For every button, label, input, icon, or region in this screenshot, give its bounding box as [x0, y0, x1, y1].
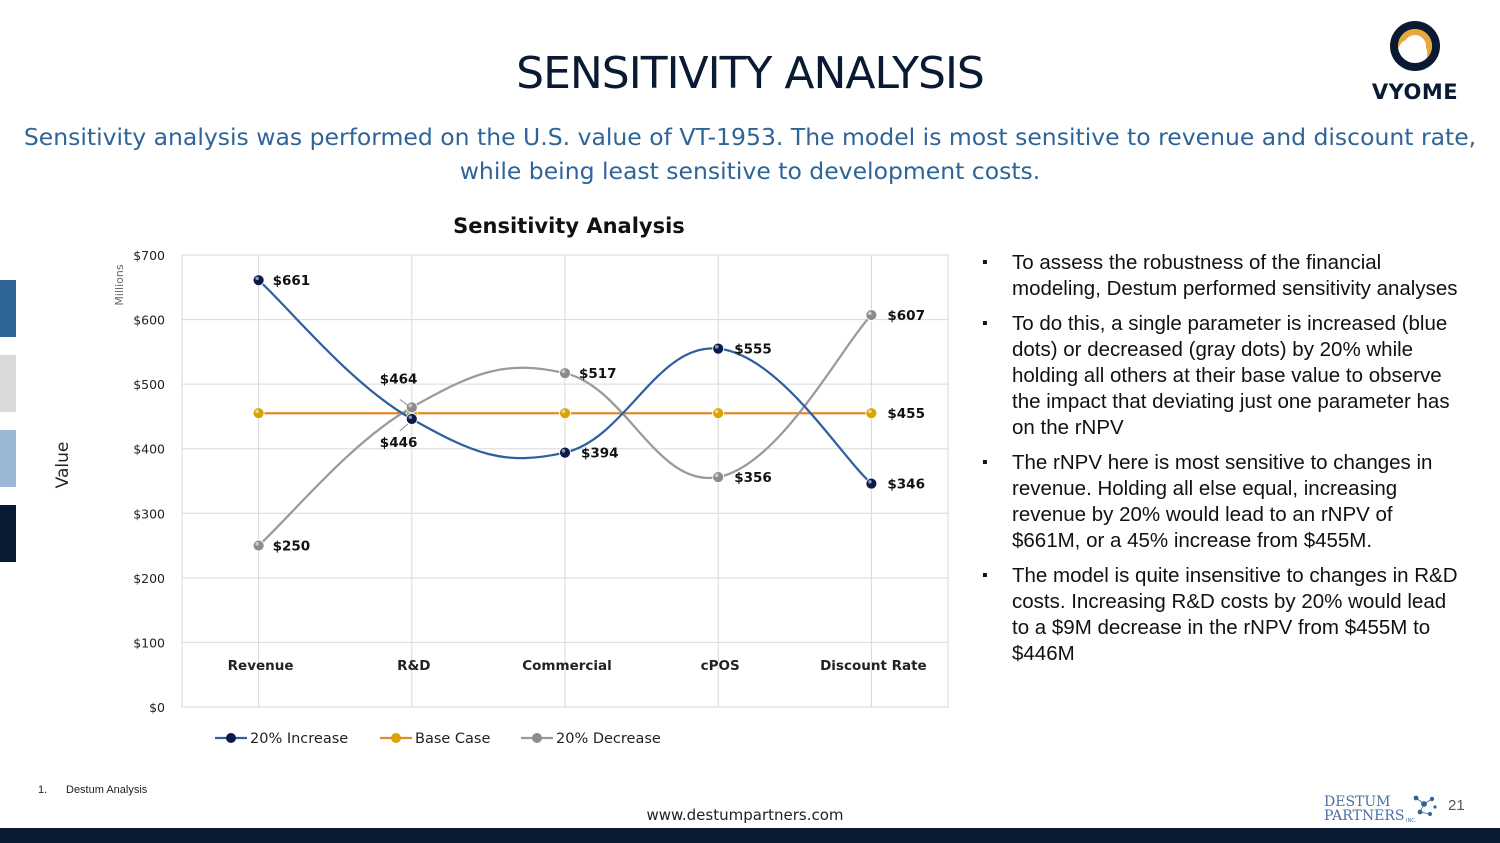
data-label: $517: [579, 366, 617, 382]
legend-label: 20% Decrease: [556, 731, 661, 747]
data-label: $464: [380, 371, 418, 387]
data-label: $661: [273, 273, 311, 289]
data-point: [559, 446, 571, 459]
data-point: [865, 309, 878, 321]
x-tick-label: R&D: [397, 658, 430, 674]
data-point-highlight: [255, 541, 259, 546]
data-point: [559, 367, 571, 380]
bullet-item: To assess the robustness of the financia…: [982, 250, 1462, 302]
sensitivity-chart: Sensitivity Analysis Millions Value $0 $1…: [53, 214, 949, 747]
data-point: [252, 539, 265, 552]
data-label: $446: [380, 435, 418, 451]
side-bar-2: [0, 355, 16, 412]
data-point-highlight: [408, 415, 413, 420]
series-line-0: [257, 279, 873, 485]
y-axis-label: Value: [53, 442, 73, 489]
partner-logo-line2: PARTNERS: [1324, 808, 1404, 824]
data-point: [712, 342, 725, 355]
data-point: [865, 407, 878, 420]
data-point: [865, 477, 878, 490]
data-point: [405, 413, 418, 425]
y-tick-label: $400: [133, 442, 165, 457]
y-tick-label: $600: [133, 313, 165, 328]
data-point-highlight: [408, 403, 413, 408]
data-point-highlight: [868, 409, 872, 414]
page-number: 21: [1448, 797, 1465, 814]
footnote-number: 1.: [38, 784, 48, 796]
x-tick-label: Revenue: [228, 658, 294, 674]
data-label: $555: [734, 342, 772, 358]
x-tick-label: Commercial: [522, 658, 612, 674]
data-point-highlight: [561, 448, 566, 453]
chart-title: Sensitivity Analysis: [453, 214, 685, 238]
y-tick-label: $500: [133, 377, 165, 392]
website-link[interactable]: www.destumpartners.com: [646, 806, 844, 824]
data-label: $250: [273, 539, 311, 555]
data-point: [252, 274, 265, 287]
data-point-highlight: [868, 311, 872, 316]
side-bar-4: [0, 505, 16, 562]
y-tick-label: $300: [133, 506, 165, 521]
data-point: [252, 407, 265, 420]
leader-line: [399, 398, 409, 406]
footnote-text: Destum Analysis: [66, 784, 148, 796]
data-point-highlight: [561, 409, 566, 414]
data-point-highlight: [868, 479, 872, 484]
data-label: $607: [887, 308, 925, 324]
data-point-highlight: [255, 409, 259, 414]
data-point-highlight: [255, 276, 259, 281]
data-point-highlight: [714, 345, 719, 349]
data-label: $356: [734, 470, 772, 486]
vyome-logo-icon: [1390, 21, 1440, 71]
bullet-item: The rNPV here is most sensitive to chang…: [982, 450, 1462, 554]
data-point: [559, 407, 571, 420]
bullet-list: To assess the robustness of the financia…: [982, 250, 1462, 676]
legend-marker: [532, 733, 542, 743]
y-tick-label: $100: [133, 635, 165, 650]
y-tick-label: $0: [149, 700, 165, 715]
slide-subtitle: Sensitivity analysis was performed on th…: [23, 123, 1477, 185]
legend-marker: [391, 733, 401, 743]
legend-marker: [226, 733, 236, 743]
partner-logo-line1: DESTUM: [1324, 794, 1391, 810]
data-label: $394: [581, 446, 619, 462]
footer-bar: [0, 828, 1500, 843]
legend-label: 20% Increase: [250, 731, 348, 747]
x-tick-label: cPOS: [701, 658, 740, 674]
vyome-logo-text: VYOME: [1371, 80, 1459, 104]
data-point-highlight: [714, 473, 719, 478]
bullet-item: The model is quite insensitive to change…: [982, 563, 1462, 667]
data-point-highlight: [561, 369, 566, 374]
vyome-logo: VYOME: [1360, 18, 1470, 108]
x-tick-label: Discount Rate: [820, 658, 927, 674]
bullet-item: To do this, a single parameter is increa…: [982, 311, 1462, 441]
partner-logo-suffix: INC.: [1406, 818, 1417, 824]
series-line-2: [257, 314, 873, 547]
data-point: [405, 401, 418, 414]
footnote: 1. Destum Analysis: [38, 784, 147, 796]
y-tick-label: $200: [133, 571, 165, 586]
side-bar-1: [0, 280, 16, 337]
data-label: $346: [887, 477, 925, 493]
data-label: $455: [887, 406, 925, 422]
slide-title: SENSITIVITY ANALYSIS: [516, 48, 985, 99]
molecule-icon: [1413, 795, 1437, 816]
side-bar-3: [0, 430, 16, 487]
y-tick-label: $700: [133, 248, 165, 263]
legend-label: Base Case: [415, 731, 490, 747]
destum-partners-logo: DESTUM PARTNERS INC.: [1324, 794, 1437, 824]
y-unit-label: Millions: [113, 264, 126, 305]
data-point-highlight: [714, 409, 719, 414]
data-point: [712, 407, 725, 420]
data-point: [712, 471, 725, 484]
leader-line: [399, 423, 409, 432]
